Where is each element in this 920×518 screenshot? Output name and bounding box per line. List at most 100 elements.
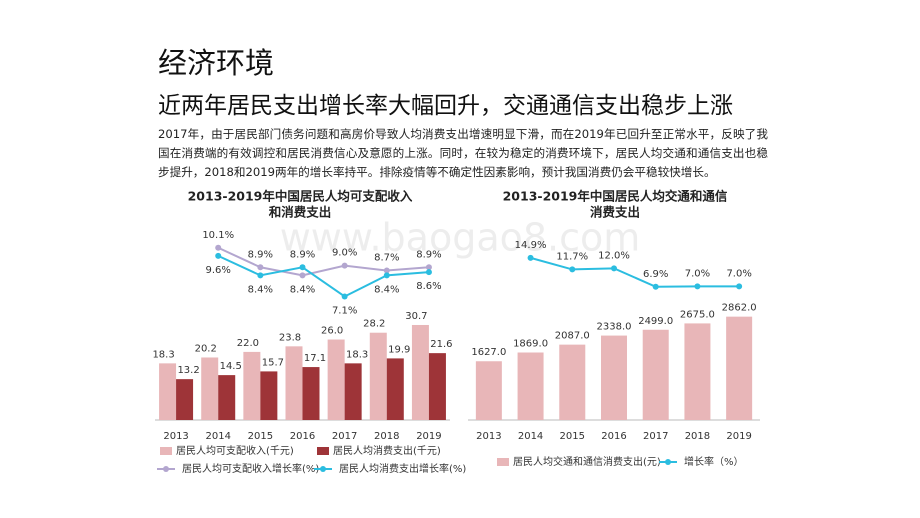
line — [530, 256, 740, 288]
legend-label: 增长率（%） — [684, 455, 744, 468]
bar-label: 28.2 — [363, 319, 385, 330]
chart-title: 消费支出 — [590, 205, 640, 220]
bar — [559, 344, 586, 420]
legend-swatch — [163, 466, 169, 472]
bar-label: 2499.0 — [638, 316, 673, 327]
line — [217, 246, 430, 277]
line-label: 8.6% — [416, 281, 441, 292]
bar — [302, 367, 320, 420]
line-label: 6.9% — [643, 269, 668, 280]
line-label: 8.4% — [290, 284, 315, 295]
legend-swatch — [497, 458, 509, 466]
line — [217, 254, 430, 298]
x-tick-label: 2015 — [560, 431, 585, 442]
bar-label: 1869.0 — [513, 339, 548, 350]
bar — [327, 339, 345, 420]
bar-label: 2087.0 — [555, 331, 590, 342]
bar-label: 2675.0 — [680, 309, 715, 320]
legend-label: 居民人均可支配收入(千元) — [176, 444, 294, 457]
slide-title: 经济环境 — [158, 46, 275, 80]
legend-label: 居民人均消费支出(千元) — [333, 444, 441, 457]
bar — [260, 371, 278, 420]
line-point — [569, 266, 576, 273]
line-point — [215, 244, 222, 251]
watermark: www.baogao8.com — [280, 216, 641, 260]
x-tick-label: 2015 — [248, 431, 273, 442]
x-tick-label: 2013 — [476, 431, 501, 442]
bar-label: 14.5 — [220, 361, 242, 372]
line-label: 7.0% — [726, 268, 751, 279]
bar-label: 23.8 — [279, 332, 301, 343]
bar-label: 15.7 — [262, 357, 284, 368]
line-point — [257, 272, 264, 279]
line-label: 9.0% — [332, 248, 357, 259]
line-point — [527, 254, 534, 261]
line-point — [425, 269, 432, 276]
chart-title: 2013-2019年中国居民人均可支配收入 — [188, 189, 413, 204]
line-label: 7.0% — [685, 268, 710, 279]
line-label: 12.0% — [598, 250, 630, 261]
x-tick-label: 2017 — [332, 431, 357, 442]
legend-label: 居民人均可支配收入增长率(%) — [182, 462, 319, 475]
legend-swatch — [320, 466, 326, 472]
bar-label: 20.2 — [195, 343, 217, 354]
bar — [411, 324, 429, 420]
bar — [344, 363, 362, 420]
line-label: 8.7% — [374, 253, 399, 264]
bar-label: 18.3 — [346, 349, 368, 360]
bar-label: 2338.0 — [597, 322, 632, 333]
legend-label: 居民人均交通和通信消费支出(元) — [513, 455, 661, 468]
line-point — [299, 264, 306, 271]
line-point — [257, 264, 264, 271]
line-label: 8.9% — [416, 249, 441, 260]
x-tick-label: 2013 — [163, 431, 188, 442]
bar — [218, 375, 236, 420]
legend-label: 居民人均消费支出增长率(%) — [339, 462, 466, 475]
bar — [285, 346, 303, 420]
line-point — [425, 264, 432, 271]
x-tick-label: 2014 — [518, 431, 543, 442]
chart-title: 和消费支出 — [268, 205, 332, 220]
line-label: 10.1% — [202, 230, 234, 241]
line-label: 14.9% — [515, 240, 547, 251]
bar — [517, 352, 544, 420]
bar-label: 22.0 — [237, 338, 259, 349]
line-label: 8.4% — [248, 284, 273, 295]
line-point — [652, 283, 659, 290]
line-label: 8.9% — [290, 249, 315, 260]
line-label: 9.6% — [206, 265, 231, 276]
x-tick-label: 2014 — [205, 431, 230, 442]
x-tick-label: 2018 — [685, 431, 710, 442]
x-tick-label: 2019 — [726, 431, 751, 442]
line-point — [383, 267, 390, 274]
bar — [642, 329, 669, 420]
bar-label: 13.2 — [177, 365, 199, 376]
legend-swatch — [317, 447, 329, 455]
x-tick-label: 2018 — [374, 431, 399, 442]
legend-swatch — [160, 447, 172, 455]
legend-swatch — [665, 459, 671, 465]
bar — [726, 316, 753, 420]
bar-label: 26.0 — [321, 326, 343, 337]
bar-label: 1627.0 — [471, 347, 506, 358]
line-point — [694, 283, 701, 290]
slide-subtitle: 近两年居民支出增长率大幅回升，交通通信支出稳步上涨 — [158, 93, 733, 119]
line-point — [611, 265, 617, 272]
line-label: 8.4% — [374, 284, 399, 295]
x-tick-label: 2017 — [643, 431, 668, 442]
bar-label: 19.9 — [388, 344, 410, 355]
line-point — [383, 272, 390, 279]
bar — [684, 323, 711, 420]
x-tick-label: 2016 — [290, 431, 315, 442]
line-point — [215, 252, 222, 259]
line-label: 8.9% — [248, 249, 273, 260]
bar — [601, 335, 627, 420]
bar-label: 18.3 — [152, 349, 174, 360]
bar-label: 2862.0 — [722, 303, 757, 314]
bar — [201, 357, 219, 420]
bar — [386, 358, 404, 420]
bar-label: 21.6 — [430, 339, 452, 350]
bar — [159, 363, 177, 420]
